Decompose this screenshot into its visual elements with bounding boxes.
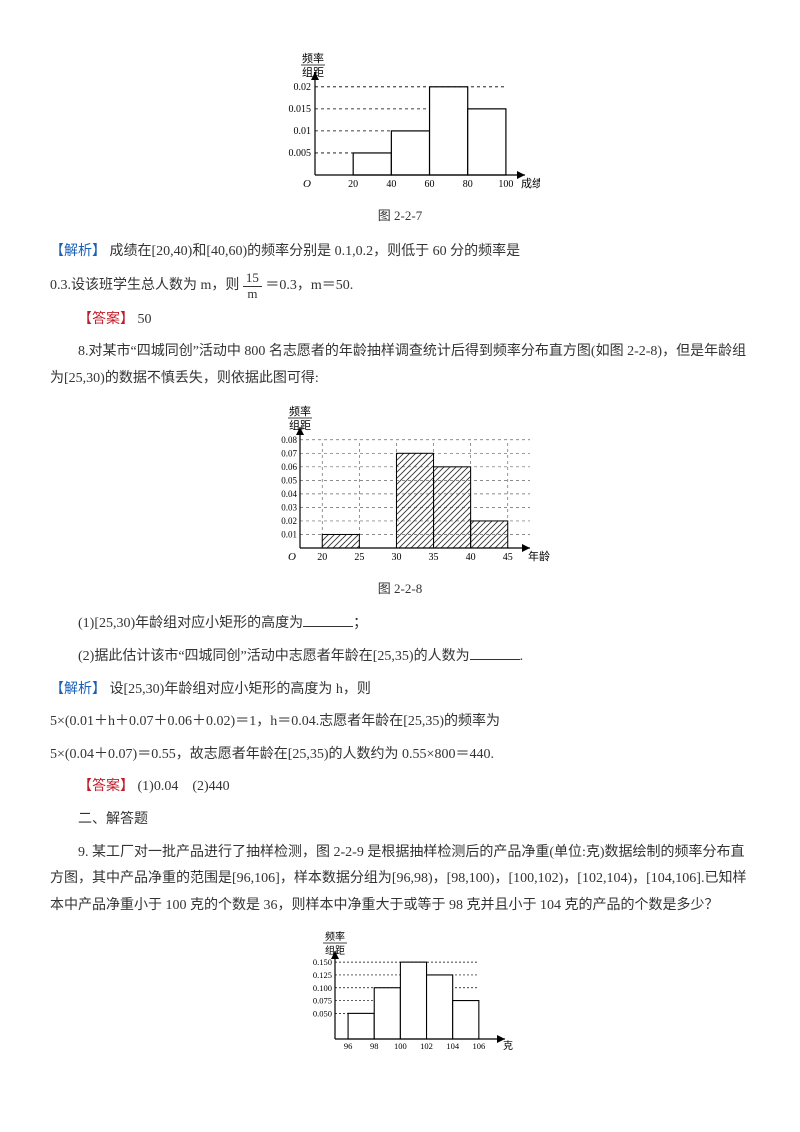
svg-text:0.005: 0.005	[289, 148, 312, 159]
svg-text:0.08: 0.08	[281, 434, 297, 444]
svg-text:25: 25	[354, 552, 364, 563]
p7-analysis-text1: 成绩在[20,40)和[40,60)的频率分别是 0.1,0.2，则低于 60 …	[110, 244, 521, 259]
svg-text:0.05: 0.05	[281, 475, 297, 485]
p8-q2: (2)据此估计该市“四城同创”活动中志愿者年龄在[25,35)的人数为.	[50, 644, 750, 671]
p8-answer: 【答案】 (1)0.04 (2)440	[50, 774, 750, 801]
svg-text:30: 30	[391, 552, 401, 563]
analysis-label-2: 【解析】	[50, 682, 106, 697]
svg-text:克: 克	[503, 1040, 513, 1052]
svg-text:0.07: 0.07	[281, 448, 297, 458]
svg-text:O: O	[288, 551, 296, 563]
svg-text:0.075: 0.075	[313, 996, 332, 1006]
svg-text:0.02: 0.02	[281, 516, 297, 526]
svg-text:0.01: 0.01	[294, 126, 312, 137]
p7-a2a: 0.3.设该班学生总人数为 m，则	[50, 278, 239, 293]
svg-text:年龄: 年龄	[528, 549, 550, 563]
svg-text:100: 100	[498, 179, 513, 190]
p7-analysis-line2: 0.3.设该班学生总人数为 m，则 15 m ＝0.3，m＝50.	[50, 271, 750, 301]
svg-text:35: 35	[429, 552, 439, 563]
blank-2	[470, 645, 520, 660]
svg-text:80: 80	[463, 179, 473, 190]
svg-text:0.01: 0.01	[281, 529, 297, 539]
svg-text:组距: 组距	[302, 65, 324, 79]
svg-text:频率: 频率	[302, 51, 324, 65]
p8-analysis-1: 【解析】 设[25,30)年龄组对应小矩形的高度为 h，则	[50, 677, 750, 704]
p7-answer: 【答案】 50	[50, 307, 750, 334]
p8-analysis-2: 5×(0.01＋h＋0.07＋0.06＋0.02)＝1，h＝0.04.志愿者年龄…	[50, 709, 750, 736]
svg-text:0.02: 0.02	[294, 82, 312, 93]
svg-text:0.125: 0.125	[313, 970, 332, 980]
svg-text:0.050: 0.050	[313, 1009, 332, 1019]
svg-text:0.04: 0.04	[281, 489, 297, 499]
fraction-15-m: 15 m	[243, 271, 262, 301]
chart-2-2-9: 0.050 0.075 0.100 0.125 0.150 96 98 100 102 104 10…	[50, 929, 750, 1059]
answer-label-2: 【答案】	[78, 779, 134, 794]
svg-text:组距: 组距	[325, 944, 345, 957]
chart-2-2-8: 0.01 0.02 0.03 0.04 0.05 0.06 0.07 0.08 20 25 30 35…	[50, 403, 750, 602]
section-2-heading: 二、解答题	[50, 807, 750, 834]
p9-question: 9. 某工厂对一批产品进行了抽样检测，图 2-2-9 是根据抽样检测后的产品净重…	[50, 840, 750, 920]
svg-text:成绩/分: 成绩/分	[521, 177, 540, 190]
svg-text:102: 102	[420, 1041, 433, 1051]
p7-a2b: ＝0.3，m＝50.	[265, 278, 353, 293]
svg-text:频率: 频率	[289, 404, 311, 418]
svg-text:20: 20	[317, 552, 327, 563]
chart2-caption: 图 2-2-8	[50, 577, 750, 602]
svg-text:0.03: 0.03	[281, 502, 297, 512]
svg-text:40: 40	[466, 552, 476, 563]
svg-text:96: 96	[344, 1041, 353, 1051]
svg-text:45: 45	[503, 552, 513, 563]
svg-text:组距: 组距	[289, 418, 311, 432]
blank-1	[303, 612, 353, 627]
svg-text:60: 60	[425, 179, 435, 190]
p8-q1: (1)[25,30)年龄组对应小矩形的高度为；	[50, 611, 750, 638]
p7-answer-text: 50	[138, 312, 152, 327]
svg-text:0.150: 0.150	[313, 957, 332, 967]
svg-text:98: 98	[370, 1041, 379, 1051]
svg-text:0.06: 0.06	[281, 461, 297, 471]
p7-analysis-line1: 【解析】 成绩在[20,40)和[40,60)的频率分别是 0.1,0.2，则低…	[50, 239, 750, 266]
answer-label: 【答案】	[78, 312, 134, 327]
svg-text:O: O	[303, 178, 311, 190]
svg-text:40: 40	[386, 179, 396, 190]
analysis-label: 【解析】	[50, 244, 106, 259]
svg-text:0.015: 0.015	[289, 104, 312, 115]
p8-question: 8.对某市“四城同创”活动中 800 名志愿者的年龄抽样调查统计后得到频率分布直…	[50, 339, 750, 392]
svg-text:104: 104	[446, 1041, 460, 1051]
svg-text:0.100: 0.100	[313, 983, 332, 993]
chart-2-2-7: 0.005 0.01 0.015 0.02 20 40 60 80 100 O 成绩/分 频率组距 图…	[50, 50, 750, 229]
svg-text:100: 100	[394, 1041, 407, 1051]
svg-text:106: 106	[472, 1041, 485, 1051]
svg-text:频率: 频率	[325, 930, 345, 943]
chart1-caption: 图 2-2-7	[50, 204, 750, 229]
svg-text:20: 20	[348, 179, 358, 190]
p8-analysis-3: 5×(0.04＋0.07)＝0.55，故志愿者年龄在[25,35)的人数约为 0…	[50, 742, 750, 769]
